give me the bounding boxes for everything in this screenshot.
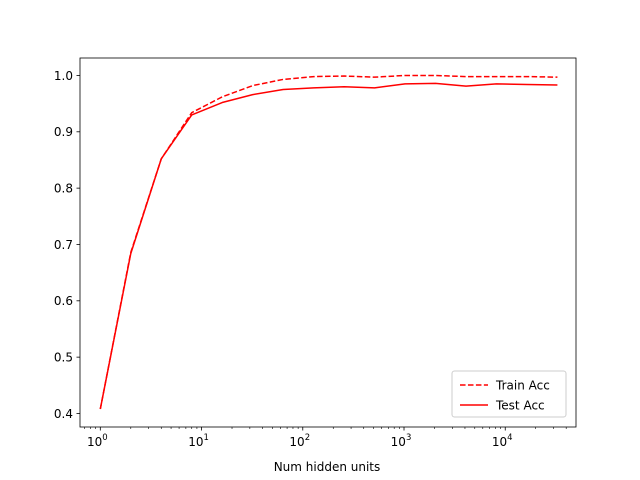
series-line-test-acc	[99, 82, 558, 410]
y-tick-label: 0.5	[54, 350, 73, 364]
legend-label: Train Acc	[495, 378, 550, 392]
x-axis-label: Num hidden units	[274, 460, 381, 474]
axes-frame	[79, 57, 577, 428]
y-tick-label: 1.0	[54, 69, 73, 83]
x-tick-exponent: 4	[507, 433, 512, 443]
plot-area	[99, 74, 558, 410]
x-tick-exponent: 2	[305, 433, 310, 443]
y-tick-label: 0.4	[54, 407, 73, 421]
x-tick-base: 10	[391, 435, 406, 449]
x-tick-label: 103	[391, 433, 412, 449]
x-tick-label: 102	[289, 433, 310, 449]
x-tick-exponent: 0	[102, 433, 107, 443]
x-tick-label: 101	[188, 433, 209, 449]
x-tick-base: 10	[188, 435, 203, 449]
y-tick-label: 0.7	[54, 238, 73, 252]
y-tick-label: 0.8	[54, 181, 73, 195]
y-tick-label: 0.6	[54, 294, 73, 308]
x-tick-base: 10	[492, 435, 507, 449]
legend-label: Test Acc	[495, 398, 545, 412]
x-tick-exponent: 3	[406, 433, 411, 443]
x-tick-label: 104	[492, 433, 513, 449]
legend: Train Acc Test Acc	[451, 370, 567, 418]
x-tick-exponent: 1	[203, 433, 208, 443]
series-line-train-acc	[99, 74, 558, 410]
x-tick-label: 100	[87, 433, 108, 449]
x-tick-base: 10	[87, 435, 102, 449]
x-tick-base: 10	[289, 435, 304, 449]
y-tick-label: 0.9	[54, 125, 73, 139]
